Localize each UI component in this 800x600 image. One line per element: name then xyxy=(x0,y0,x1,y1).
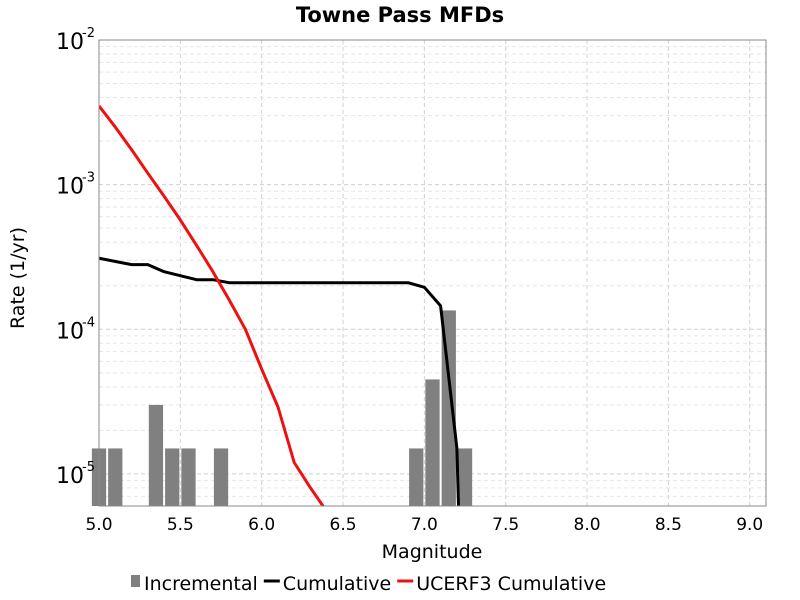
x-tick-label: 7.5 xyxy=(492,515,519,535)
incremental-bar xyxy=(213,448,229,506)
incremental-bar xyxy=(181,448,196,506)
x-tick-label: 5.5 xyxy=(167,515,194,535)
y-tick-label: 10 xyxy=(56,30,84,55)
cumulative-line xyxy=(99,256,460,506)
incremental-bar xyxy=(108,448,123,506)
x-tick-label: 8.0 xyxy=(574,515,601,535)
y-axis-label: Rate (1/yr) xyxy=(7,227,29,329)
incremental-bar xyxy=(409,448,424,506)
plot-frame xyxy=(98,39,767,507)
y-tick-exponent: -2 xyxy=(82,26,95,41)
legend-swatch-incremental xyxy=(131,575,140,587)
plot-area xyxy=(91,39,767,507)
x-axis-ticks: 5.0 5.5 6.0 6.5 7.0 7.5 8.0 8.5 9.0 xyxy=(85,515,763,535)
incremental-bar xyxy=(425,379,440,506)
y-axis-ticks: 10-510-410-310-2 xyxy=(56,26,95,489)
y-tick-label: 10 xyxy=(56,464,84,489)
x-tick-label: 6.0 xyxy=(248,515,275,535)
y-tick-exponent: -4 xyxy=(82,315,95,330)
y-tick-exponent: -5 xyxy=(82,460,95,475)
incremental-bar xyxy=(457,448,473,506)
incremental-bar xyxy=(148,404,164,506)
line-series xyxy=(99,104,460,506)
legend-label-ucerf3-cumulative: UCERF3 Cumulative xyxy=(416,573,606,595)
x-tick-label: 6.5 xyxy=(330,515,357,535)
chart-title: Towne Pass MFDs xyxy=(296,3,504,27)
ucerf3-cumulative-line xyxy=(99,104,325,506)
y-tick-label: 10 xyxy=(56,175,84,200)
incremental-bar xyxy=(165,448,180,506)
incremental-bars xyxy=(91,310,473,506)
legend: Incremental Cumulative UCERF3 Cumulative xyxy=(131,573,606,595)
y-tick-label: 10 xyxy=(56,319,84,344)
legend-label-cumulative: Cumulative xyxy=(283,573,391,595)
x-tick-label: 5.0 xyxy=(85,515,112,535)
x-axis-label: Magnitude xyxy=(382,541,483,563)
x-tick-label: 7.0 xyxy=(411,515,438,535)
legend-label-incremental: Incremental xyxy=(144,573,258,595)
x-tick-label: 8.5 xyxy=(655,515,682,535)
x-tick-label: 9.0 xyxy=(736,515,763,535)
y-tick-exponent: -3 xyxy=(82,171,95,186)
